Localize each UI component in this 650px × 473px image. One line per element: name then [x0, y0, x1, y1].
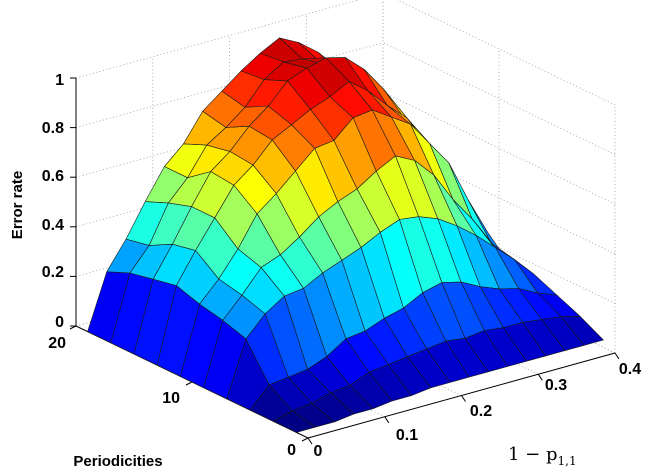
x-axis-title-subscript: 1,1	[558, 454, 577, 468]
x-tick-mark	[461, 395, 466, 402]
x-tick-label: 0	[314, 443, 323, 460]
x-tick-mark	[614, 352, 620, 360]
z-tick-label: 0.6	[42, 168, 64, 185]
surface-patch	[560, 316, 604, 346]
x-tick-mark	[384, 416, 390, 424]
grid-line	[75, 42, 384, 128]
y-tick-mark	[301, 437, 309, 442]
x-tick-label: 0.3	[545, 377, 567, 394]
grid-line	[382, 42, 616, 155]
z-tick-label: 0.2	[42, 264, 64, 281]
x-tick-label: 0.1	[396, 427, 418, 444]
z-tick-label: 0.8	[42, 120, 64, 137]
y-axis-title: Periodicities	[73, 453, 162, 470]
x-axis-title-main: 1 − p	[508, 444, 558, 465]
z-tick-label: 0.4	[42, 217, 64, 234]
grid-line	[382, 91, 616, 205]
y-tick-label: 20	[48, 335, 66, 352]
grid-line	[396, 0, 616, 106]
grid-line	[382, 141, 616, 255]
surface-layer	[87, 37, 604, 433]
x-tick-mark	[537, 374, 543, 381]
label-layer: 0 0.1 0.2 0.3 0.4 0 10 20 0 0.2 0.4 0.6 …	[9, 72, 641, 470]
y-tick-mark	[185, 381, 193, 386]
x-tick-label: 0.4	[619, 361, 641, 378]
z-tick-label: 0	[55, 314, 64, 331]
x-tick-mark	[307, 437, 313, 445]
y-tick-label: 0	[287, 442, 296, 459]
grid-line	[382, 191, 616, 304]
y-tick-label: 10	[162, 390, 180, 407]
grid-line	[75, 0, 360, 79]
grid-line	[75, 141, 384, 228]
z-tick-label: 1	[55, 72, 64, 89]
x-tick-label: 0.2	[470, 403, 492, 420]
x-axis-title: 1 − p1,1	[508, 444, 577, 468]
z-axis-title: Error rate	[9, 171, 26, 239]
grid-line	[75, 91, 384, 178]
